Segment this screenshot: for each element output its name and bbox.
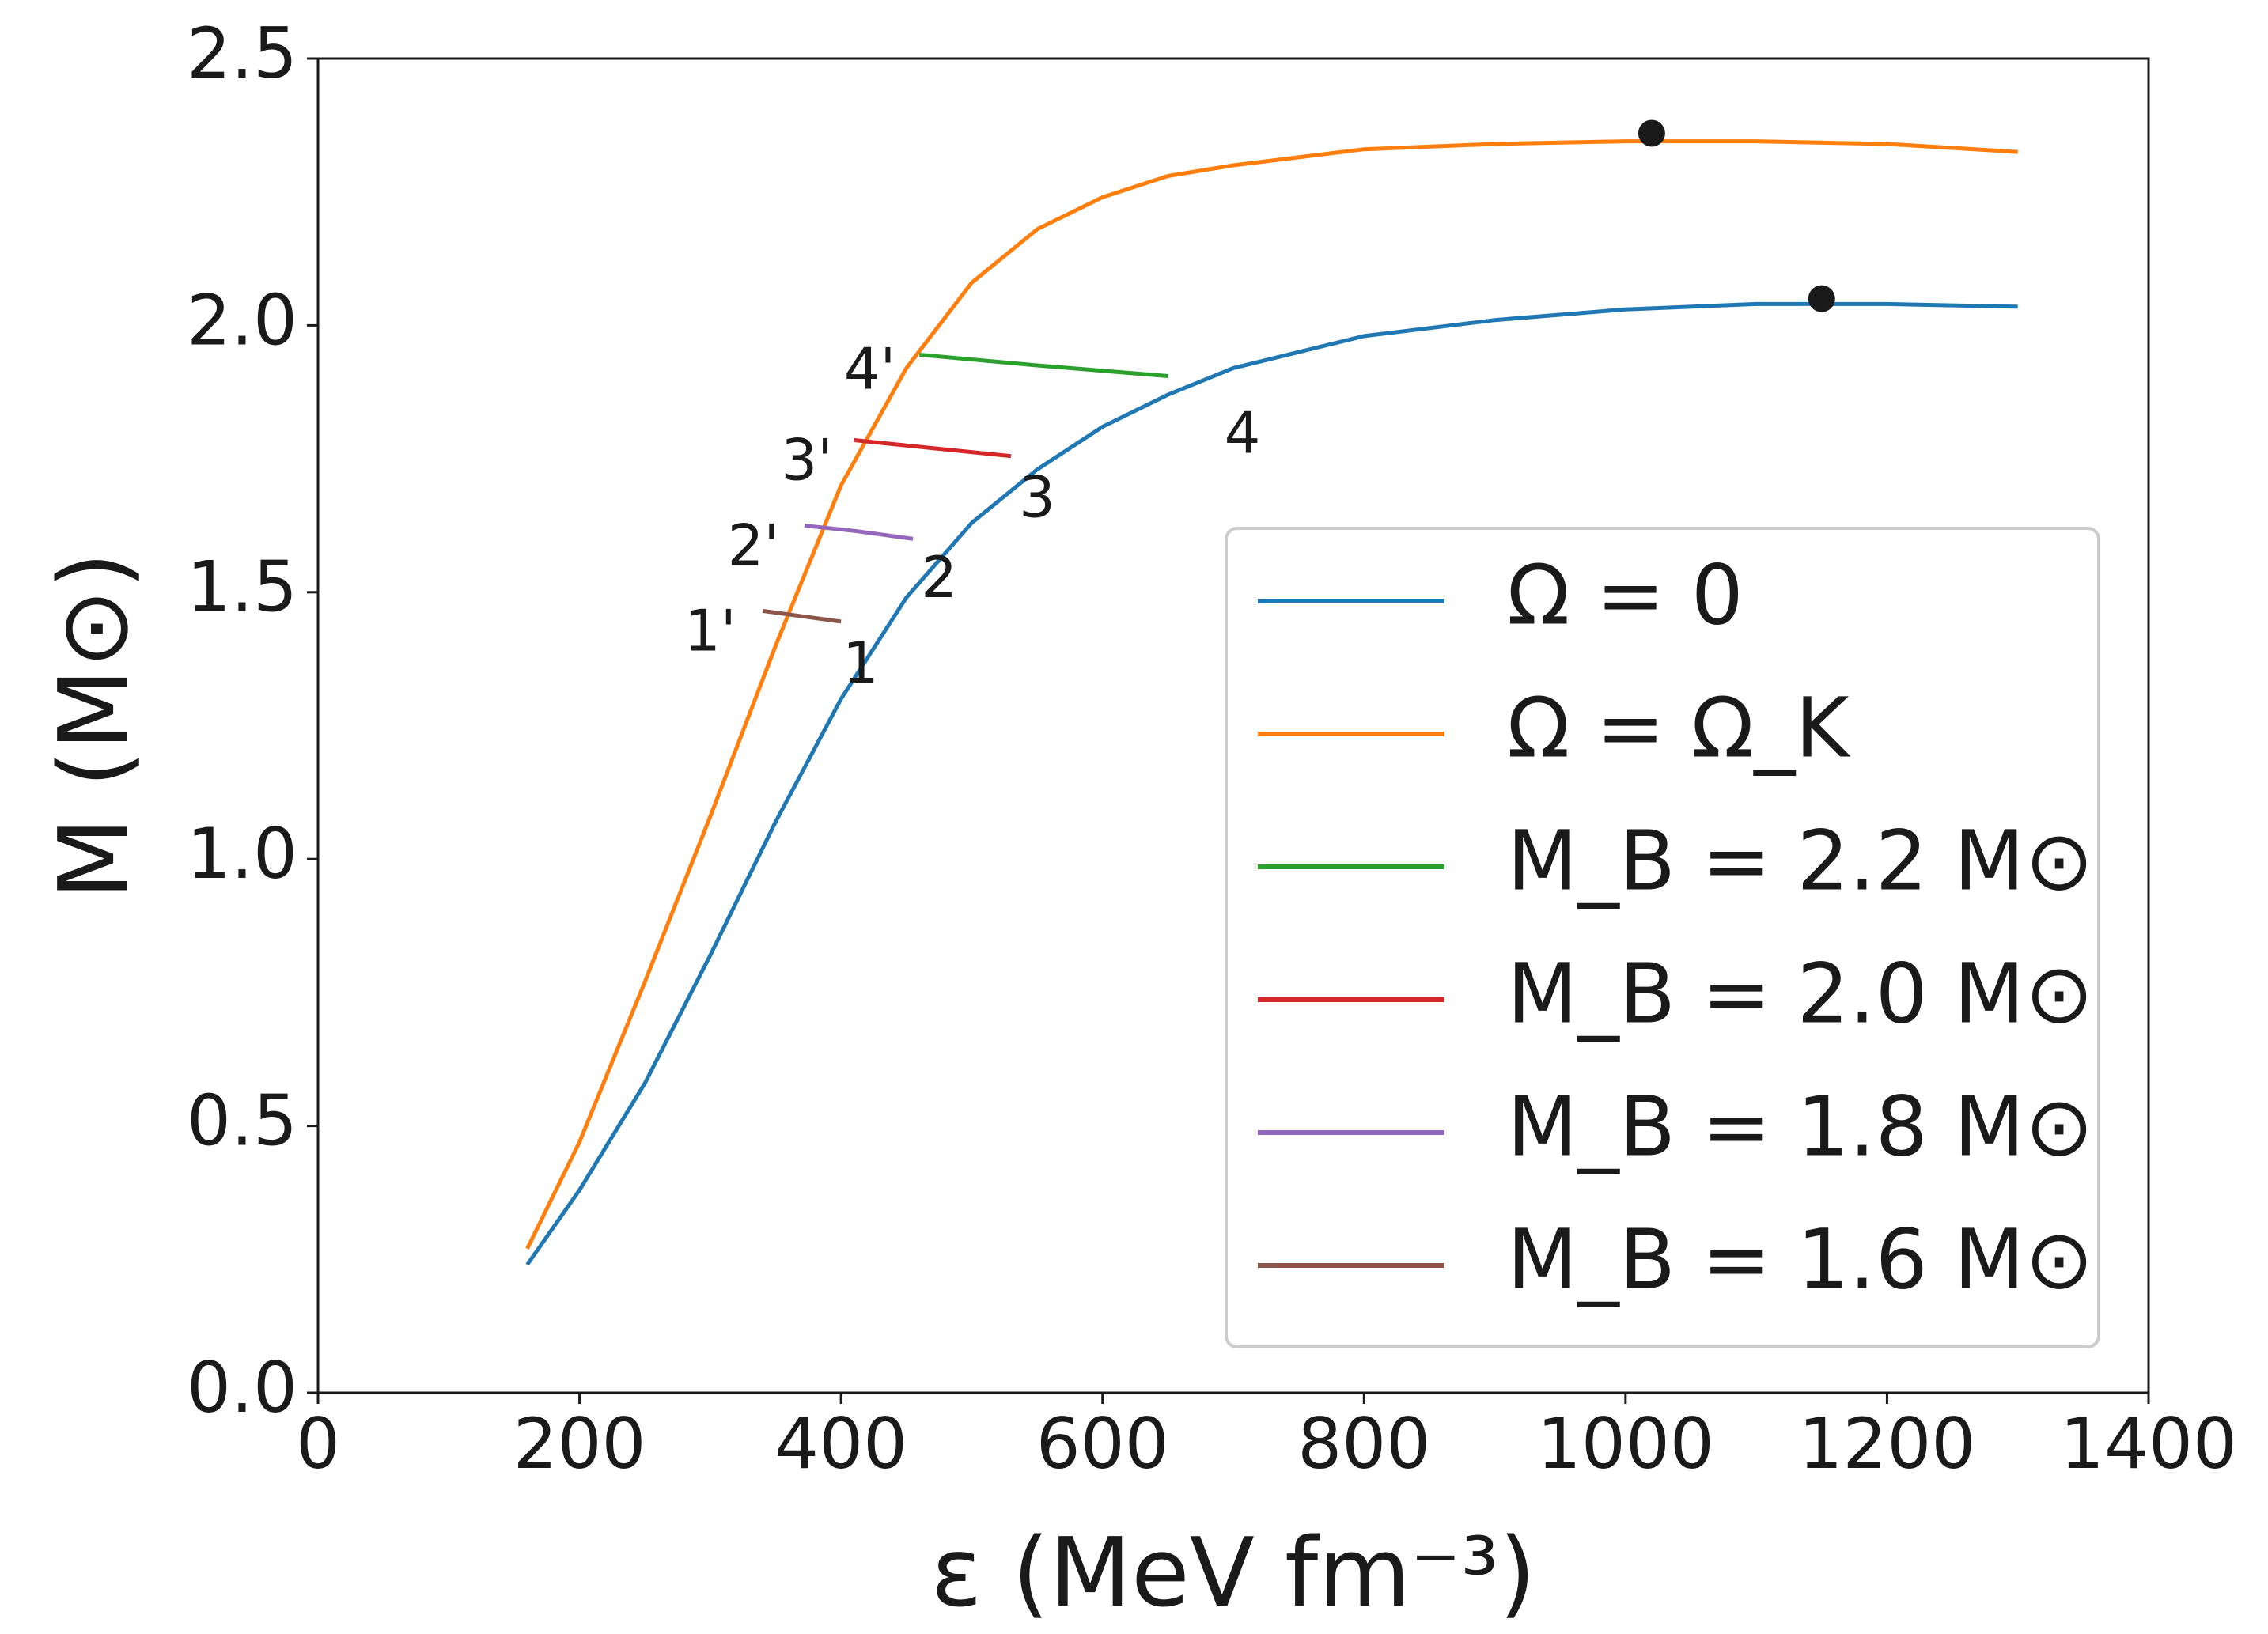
- max-mass-marker-2: [1808, 285, 1835, 312]
- legend-label-1: Ω = 0: [1507, 547, 1744, 643]
- y-tick-label: 0.5: [187, 1080, 297, 1162]
- point-label-8: 4': [844, 336, 896, 403]
- series-line-5: [804, 524, 914, 541]
- series-line-4: [854, 438, 1012, 459]
- point-label-6: 2': [728, 512, 780, 578]
- y-tick-label: 0.0: [187, 1347, 297, 1428]
- x-tick-label: 200: [513, 1403, 646, 1485]
- point-label-5: 1': [684, 597, 736, 664]
- x-axis-label: ε (MeV fm⁻³): [931, 1519, 1536, 1628]
- x-tick-label: 1200: [1798, 1403, 1975, 1485]
- y-tick-label: 2.0: [187, 279, 297, 361]
- x-tick-label: 800: [1297, 1403, 1430, 1485]
- y-axis-label: M (M⊙): [40, 552, 150, 899]
- max-mass-marker-1: [1638, 119, 1665, 147]
- point-label-4: 4: [1225, 400, 1261, 467]
- series-line-3: [919, 353, 1168, 378]
- legend-label-5: M_B = 1.8 M⊙: [1507, 1078, 2094, 1174]
- legend-label-3: M_B = 2.2 M⊙: [1507, 812, 2094, 909]
- plot-frame: [316, 57, 2150, 1394]
- legend-label-2: Ω = Ω_K: [1507, 679, 1851, 776]
- y-tick-label: 2.5: [187, 13, 297, 94]
- legend-label-4: M_B = 2.0 M⊙: [1507, 945, 2094, 1042]
- x-tick-label: 1400: [2060, 1403, 2237, 1485]
- legend: Ω = 0 Ω = Ω_K M_B = 2.2 M⊙ M_B = 2.0 M⊙ M_B …: [1225, 527, 2100, 1348]
- series-line-6: [762, 608, 842, 624]
- plot-area: 123 4 1' 2'3'4': [525, 119, 2018, 1266]
- point-label-3: 3: [1019, 464, 1055, 531]
- point-label-1: 1: [842, 630, 879, 696]
- legend-label-6: M_B = 1.6 M⊙: [1507, 1211, 2094, 1307]
- x-tick-label: 0: [296, 1403, 340, 1485]
- series-line-1: [525, 301, 2018, 1266]
- x-tick-label: 600: [1036, 1403, 1169, 1485]
- point-label-7: 3': [781, 426, 833, 493]
- y-tick-label: 1.5: [187, 547, 297, 628]
- axes: 0 200 400 600 800 1000 1200 1400 0.0 0.5 1.0 1.5 2.0…: [40, 13, 2237, 1628]
- x-tick-label: 400: [774, 1403, 907, 1485]
- point-label-2: 2: [921, 544, 957, 611]
- x-tick-label: 1000: [1537, 1403, 1714, 1485]
- y-tick-label: 1.0: [187, 813, 297, 895]
